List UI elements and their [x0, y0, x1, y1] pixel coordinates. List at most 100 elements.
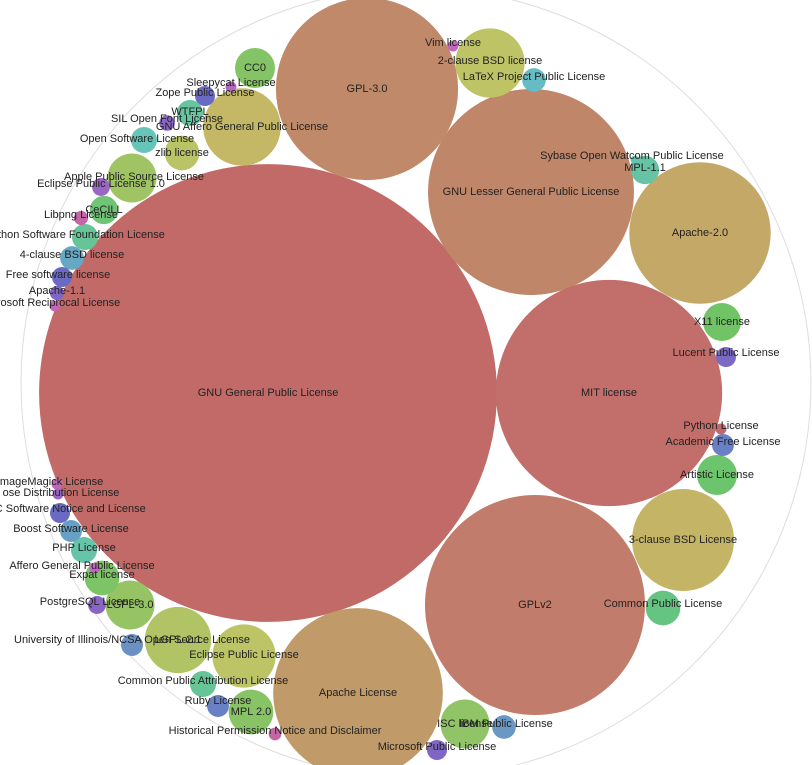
bubble: [89, 562, 101, 574]
bubble: [144, 606, 212, 674]
bubble: [629, 162, 771, 304]
bubble-label: Ruby License: [185, 695, 252, 707]
bubble: [88, 596, 106, 614]
bubble-label: Boost Software License: [13, 523, 129, 535]
bubble: [630, 155, 640, 165]
bubble: [121, 634, 143, 656]
bubble: [52, 267, 72, 287]
bubble-label: GNU Lesser General Public License: [443, 186, 620, 198]
bubble: [164, 135, 200, 171]
bubble-label: Microsoft Public License: [378, 741, 497, 753]
bubble-label: Eclipse Public License: [189, 649, 298, 661]
bubble: [273, 608, 443, 765]
bubble-label: Zope Public License: [155, 87, 254, 99]
bubble: [49, 285, 65, 301]
bubble-label: GNU General Public License: [198, 387, 339, 399]
bubble: [60, 520, 82, 542]
bubble-label: 3-clause BSD License: [629, 534, 737, 546]
bubble-label: Eclipse Public License 1.0: [37, 178, 165, 190]
bubble: [428, 89, 634, 295]
bubble-label: Artistic License: [680, 469, 754, 481]
bubble-label: CeCILL: [85, 204, 122, 216]
bubble: [268, 727, 282, 741]
bubbles: [39, 0, 771, 765]
bubble-label: Microsoft Reciprocal License: [0, 297, 120, 309]
bubble: [275, 0, 459, 181]
bubble: [632, 489, 734, 591]
bubble-label: Python License: [683, 420, 758, 432]
bubble-label: University of Illinois/NCSA Open Source …: [14, 634, 250, 646]
bubble: [712, 434, 734, 456]
bubble-label: zlib license: [155, 147, 209, 159]
bubble-labels: GNU General Public License GPL-3.0 GNU Les…: [0, 37, 780, 753]
bubble-label: Common Public License: [604, 598, 723, 610]
bubble: [159, 115, 175, 131]
bubble: [235, 48, 275, 88]
bubble: [73, 210, 89, 226]
bubble: [425, 495, 645, 715]
bubble: [51, 478, 63, 490]
bubble: [39, 164, 497, 622]
bubble-label: Sleepycat License: [186, 77, 275, 89]
bubble: [107, 153, 157, 203]
bubble-label: CC0: [244, 62, 266, 74]
bubble-label: Academic Free License: [666, 436, 781, 448]
bubble: [645, 590, 681, 626]
bubble-label: X11 license: [694, 316, 750, 328]
bubble-label: MIT license: [581, 387, 637, 399]
bubble: [716, 347, 736, 367]
bubble-label: Python Software Foundation License: [0, 229, 165, 241]
bubble-label: SIL Open Font License: [111, 113, 223, 125]
bubble-label: 4-clause BSD license: [20, 249, 125, 261]
bubble-label: PHP License: [52, 542, 115, 554]
bubble-label: Apache-2.0: [672, 227, 728, 239]
bubble-label: Apache License: [319, 687, 397, 699]
bubble-label: Affero General Public License: [9, 560, 154, 572]
bubble: [130, 126, 158, 154]
bubble: [52, 488, 64, 500]
bubble-label: Historical Permission Notice and Disclai…: [169, 725, 382, 737]
bubble: [715, 423, 727, 435]
bubble-label: ImageMagick License: [0, 476, 103, 488]
bubble-label: LGPL-3.0: [106, 599, 153, 611]
bubble: [427, 740, 447, 760]
bubble-label: MPL 2.0: [231, 706, 272, 718]
bubble: [455, 28, 525, 98]
bubble-label: Sybase Open Watcom Public License: [540, 150, 724, 162]
bubble: [703, 303, 741, 341]
bubble-label: Free software license: [6, 269, 111, 281]
outer-circle: [20, 0, 812, 765]
bubble: [447, 40, 459, 52]
bubble-label: IBM Public License: [459, 718, 553, 730]
bubble-label: GPL-3.0: [347, 83, 388, 95]
bubble: [189, 670, 217, 698]
bubble-label: Vim license: [425, 37, 481, 49]
bubble-label: Libpng License: [44, 209, 118, 221]
bubble: [71, 223, 99, 251]
bubble: [50, 503, 70, 523]
bubble-label: Expat license: [69, 569, 134, 581]
bubble: [60, 246, 84, 270]
bubble-label: LaTeX Project Public License: [463, 71, 605, 83]
bubble: [195, 86, 215, 106]
bubble-label: Lucent Public License: [672, 347, 779, 359]
bubble-label: PostgreSQL License: [40, 596, 140, 608]
bubble: [697, 455, 737, 495]
bubble: [207, 695, 229, 717]
bubble: [49, 300, 61, 312]
bubble-label: GPLv2: [518, 599, 552, 611]
bubble-label: MPL-1.1: [624, 162, 666, 174]
bubble-label: GNU Affero General Public License: [156, 121, 328, 133]
bubble: [70, 536, 98, 564]
bubble-label: Common Public Attribution License: [118, 675, 289, 687]
bubble-label: WTFPL: [171, 106, 208, 118]
bubble: [92, 178, 110, 196]
bubble: [212, 624, 276, 688]
bubble-label: ISC license: [437, 718, 493, 730]
bubble-label: Apple Public Source License: [64, 171, 204, 183]
bubble: [105, 580, 155, 630]
bubble-label: W3C Software Notice and License: [0, 503, 146, 515]
bubble: [522, 68, 546, 92]
